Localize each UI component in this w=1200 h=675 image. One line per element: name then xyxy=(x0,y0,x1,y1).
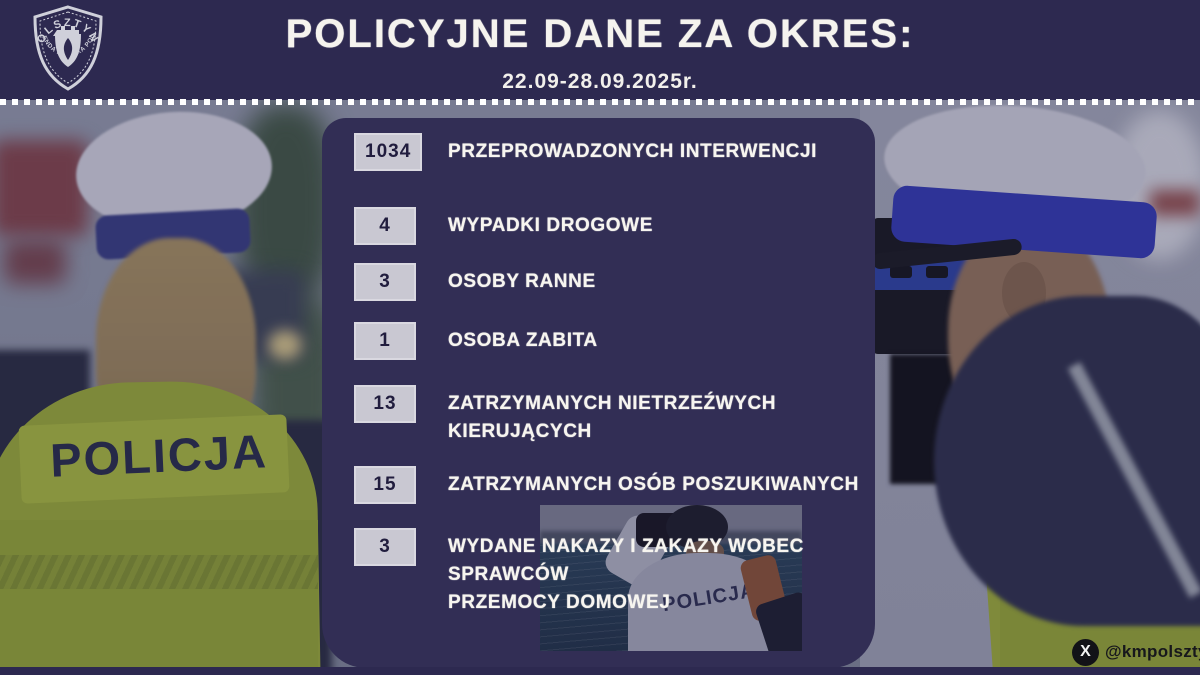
left-officer-vest-lower xyxy=(0,520,318,668)
stat-row: 3 OSOBY RANNE xyxy=(322,263,875,301)
speed-camera-button-2 xyxy=(926,266,948,278)
bottom-strip xyxy=(0,667,1200,675)
stat-label: ZATRZYMANYCH NIETRZEŹWYCH KIERUJĄCYCH xyxy=(448,393,777,442)
stat-row: 15 ZATRZYMANYCH OSÓB POSZUKIWANYCH xyxy=(322,466,875,504)
blurred-shop-sign-2 xyxy=(4,240,66,284)
stat-value-box: 3 xyxy=(354,263,416,301)
police-badge-logo: OLSZTYN KOMENDA MIEJSKA POLICJI xyxy=(28,4,103,91)
stat-label: WYPADKI DROGOWE xyxy=(448,215,653,236)
stat-value-box: 1034 xyxy=(354,133,423,171)
stat-label: ZATRZYMANYCH OSÓB POSZUKIWANYCH xyxy=(448,474,859,495)
stat-label: OSOBA ZABITA xyxy=(448,330,598,351)
stat-value-box: 4 xyxy=(354,207,416,245)
stat-label: PRZEPROWADZONYCH INTERWENCJI xyxy=(448,141,818,162)
stat-label: OSOBY RANNE xyxy=(448,271,596,292)
dotted-divider xyxy=(0,99,1200,105)
stat-value-box: 13 xyxy=(354,385,416,423)
date-range: 22.09-28.09.2025r. xyxy=(502,70,698,93)
stats-list: 1034 PRZEPROWADZONYCH INTERWENCJI 4 WYPA… xyxy=(322,133,875,617)
stat-value-box: 1 xyxy=(354,322,416,360)
page-title: POLICYJNE DANE ZA OKRES: xyxy=(285,12,915,56)
stat-row: 3 WYDANE NAKAZY I ZAKAZY WOBEC SPRAWCÓW … xyxy=(322,528,875,617)
inset-boat-photo: POLICJA xyxy=(540,505,802,651)
header-bar: OLSZTYN KOMENDA MIEJSKA POLICJI POLICYJN… xyxy=(0,0,1200,100)
stat-value-box: 3 xyxy=(354,528,416,566)
stat-row: 1034 PRZEPROWADZONYCH INTERWENCJI xyxy=(322,133,875,171)
left-vest-reflective-strip xyxy=(0,555,318,589)
stat-row: 4 WYPADKI DROGOWE xyxy=(322,207,875,245)
speed-camera-button xyxy=(890,266,912,278)
blurred-background-sign xyxy=(1150,190,1200,216)
blurred-shop-sign xyxy=(0,140,88,236)
stats-panel: POLICJA 1034 PRZEPROWADZONYCH INTERWENCJ… xyxy=(322,118,875,668)
stat-label: WYDANE NAKAZY I ZAKAZY WOBEC SPRAWCÓW PR… xyxy=(448,536,804,613)
stat-value-box: 15 xyxy=(354,466,416,504)
stat-row: 1 OSOBA ZABITA xyxy=(322,322,875,360)
inset-navy-tint xyxy=(540,505,802,651)
social-handle-text: @kmpolsztyn xyxy=(1105,642,1200,661)
right-officer-jacket-hood xyxy=(934,296,1200,626)
stat-row: 13 ZATRZYMANYCH NIETRZEŹWYCH KIERUJĄCYCH xyxy=(322,385,875,446)
car-headlight-glow xyxy=(268,330,302,360)
social-handle: X @kmpolsztyn xyxy=(1072,638,1200,666)
x-twitter-icon: X xyxy=(1072,638,1099,666)
